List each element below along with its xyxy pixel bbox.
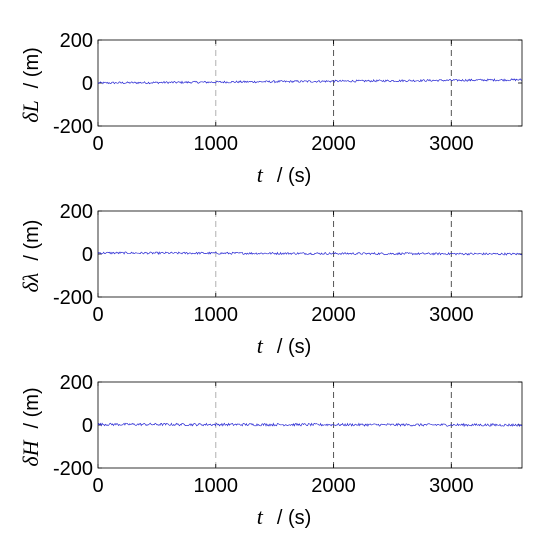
x-axis-label: t / (s) bbox=[257, 504, 312, 529]
y-tick-label: 0 bbox=[82, 73, 93, 95]
y-axis-label: δλ / (m) bbox=[18, 220, 43, 293]
y-axis-symbol: δλ bbox=[18, 273, 43, 293]
x-axis-unit: / (s) bbox=[277, 165, 311, 187]
y-tick-label: -200 bbox=[53, 287, 93, 309]
x-tick-label: 3000 bbox=[429, 133, 474, 155]
x-tick-label: 3000 bbox=[429, 304, 474, 326]
y-axis-symbol: δH bbox=[18, 439, 43, 466]
y-axis-unit: / (m) bbox=[21, 47, 43, 88]
series-line-1 bbox=[97, 251, 523, 256]
x-tick-label: 2000 bbox=[311, 475, 356, 497]
y-tick-label: -200 bbox=[53, 458, 93, 480]
x-axis-unit: / (s) bbox=[277, 507, 311, 529]
y-tick-label: 0 bbox=[82, 244, 93, 266]
y-axis-unit: / (m) bbox=[21, 387, 43, 428]
x-tick-label: 1000 bbox=[194, 304, 239, 326]
series-line-1 bbox=[97, 78, 523, 85]
x-tick-label: 0 bbox=[92, 475, 103, 497]
y-tick-label: 200 bbox=[60, 201, 93, 223]
x-tick-label: 2000 bbox=[311, 304, 356, 326]
x-axis-unit: / (s) bbox=[277, 336, 311, 358]
x-tick-label: 1000 bbox=[194, 133, 239, 155]
x-tick-label: 0 bbox=[92, 304, 103, 326]
x-tick-label: 0 bbox=[92, 133, 103, 155]
x-axis-symbol: t bbox=[257, 333, 264, 358]
y-tick-label: 0 bbox=[82, 415, 93, 437]
y-tick-label: 200 bbox=[60, 30, 93, 52]
y-tick-label: -200 bbox=[53, 116, 93, 138]
x-axis-symbol: t bbox=[257, 504, 264, 529]
y-axis-label: δL / (m) bbox=[18, 47, 43, 123]
x-tick-label: 2000 bbox=[311, 133, 356, 155]
x-axis-symbol: t bbox=[257, 162, 264, 187]
y-axis-unit: / (m) bbox=[21, 220, 43, 261]
x-tick-label: 1000 bbox=[194, 475, 239, 497]
y-axis-label: δH / (m) bbox=[18, 387, 43, 466]
x-axis-label: t / (s) bbox=[257, 162, 312, 187]
x-tick-label: 3000 bbox=[429, 475, 474, 497]
x-axis-label: t / (s) bbox=[257, 333, 312, 358]
series-line-1 bbox=[97, 422, 523, 428]
y-axis-symbol: δL bbox=[18, 100, 43, 122]
y-tick-label: 200 bbox=[60, 372, 93, 394]
axes-box bbox=[97, 39, 523, 127]
